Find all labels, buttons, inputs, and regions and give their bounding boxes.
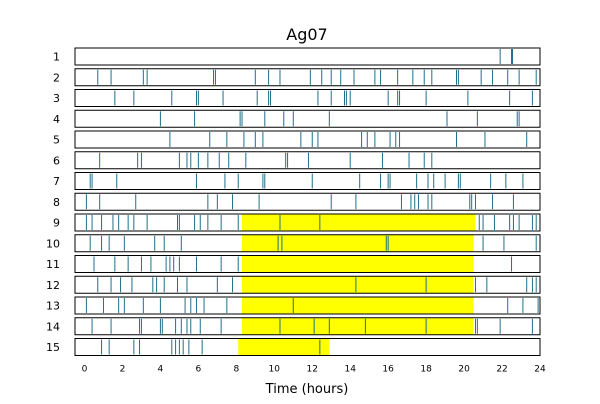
x-axis: 0 2 4 6 8 10 12 14 16 18 20 22 24: [82, 365, 546, 375]
raster-row-13: 13: [46, 296, 541, 315]
x-tick-label: 2: [120, 365, 126, 375]
raster-row-1: 1: [53, 47, 541, 66]
row-label: 13: [46, 300, 60, 313]
row-frame: [74, 68, 541, 87]
highlight-band: [242, 234, 474, 252]
raster-row-9: 9: [53, 213, 541, 232]
x-tick-label: 6: [196, 365, 202, 375]
row-frame: [74, 109, 541, 128]
row-frame: [74, 338, 541, 356]
x-tick-label: 12: [307, 365, 318, 375]
raster-row-7: 7: [53, 172, 541, 190]
x-tick-label: 0: [82, 365, 88, 375]
row-label: 2: [53, 71, 60, 84]
x-tick-label: 14: [344, 365, 356, 375]
raster-row-4: 4: [53, 109, 541, 128]
highlight-band: [242, 214, 476, 231]
row-label: 12: [46, 279, 60, 292]
raster-row-10: 10: [46, 234, 541, 253]
row-label: 9: [53, 217, 60, 230]
x-tick-label: 8: [233, 365, 239, 375]
row-label: 5: [53, 134, 60, 147]
row-frame: [74, 192, 541, 211]
x-tick-label: 16: [382, 365, 394, 375]
highlight-band: [242, 317, 474, 335]
x-tick-label: 18: [420, 365, 432, 375]
row-frame: [74, 275, 541, 294]
raster-row-8: 8: [53, 192, 541, 211]
row-label: 10: [46, 237, 60, 250]
row-label: 7: [53, 175, 60, 188]
x-tick-label: 4: [158, 365, 164, 375]
x-tick-label: 10: [269, 365, 281, 375]
row-label: 4: [53, 113, 60, 126]
row-label: 11: [46, 258, 60, 271]
row-frame: [74, 234, 541, 253]
row-frame: [74, 89, 541, 107]
row-frame: [74, 213, 541, 232]
x-axis-label: Time (hours): [265, 382, 349, 397]
highlight-band: [242, 297, 474, 314]
x-tick-label: 22: [496, 365, 507, 375]
raster-row-12: 12: [46, 275, 541, 294]
raster-row-3: 3: [53, 89, 541, 107]
row-label: 3: [53, 92, 60, 105]
row-frame: [74, 172, 541, 190]
row-label: 15: [46, 341, 60, 354]
row-frame: [74, 317, 541, 336]
x-tick-label: 24: [534, 365, 546, 375]
raster-row-2: 2: [53, 68, 541, 87]
highlight-band: [242, 255, 474, 273]
chart-title: Ag07: [286, 25, 327, 44]
row-label: 14: [46, 320, 60, 333]
row-label: 8: [53, 196, 60, 209]
highlight-band: [242, 276, 474, 294]
raster-row-5: 5: [53, 130, 541, 149]
highlight-band: [238, 338, 330, 356]
raster-row-6: 6: [53, 151, 541, 170]
raster-row-11: 11: [46, 255, 541, 273]
row-label: 6: [53, 154, 60, 167]
raster-row-15: 15: [46, 338, 541, 356]
raster-row-14: 14: [46, 317, 541, 336]
row-frame: [74, 130, 541, 149]
x-tick-label: 20: [458, 365, 470, 375]
row-frame: [74, 47, 541, 66]
row-frame: [74, 296, 541, 315]
row-frame: [74, 255, 541, 273]
row-frame: [74, 151, 541, 170]
row-label: 1: [53, 51, 60, 64]
